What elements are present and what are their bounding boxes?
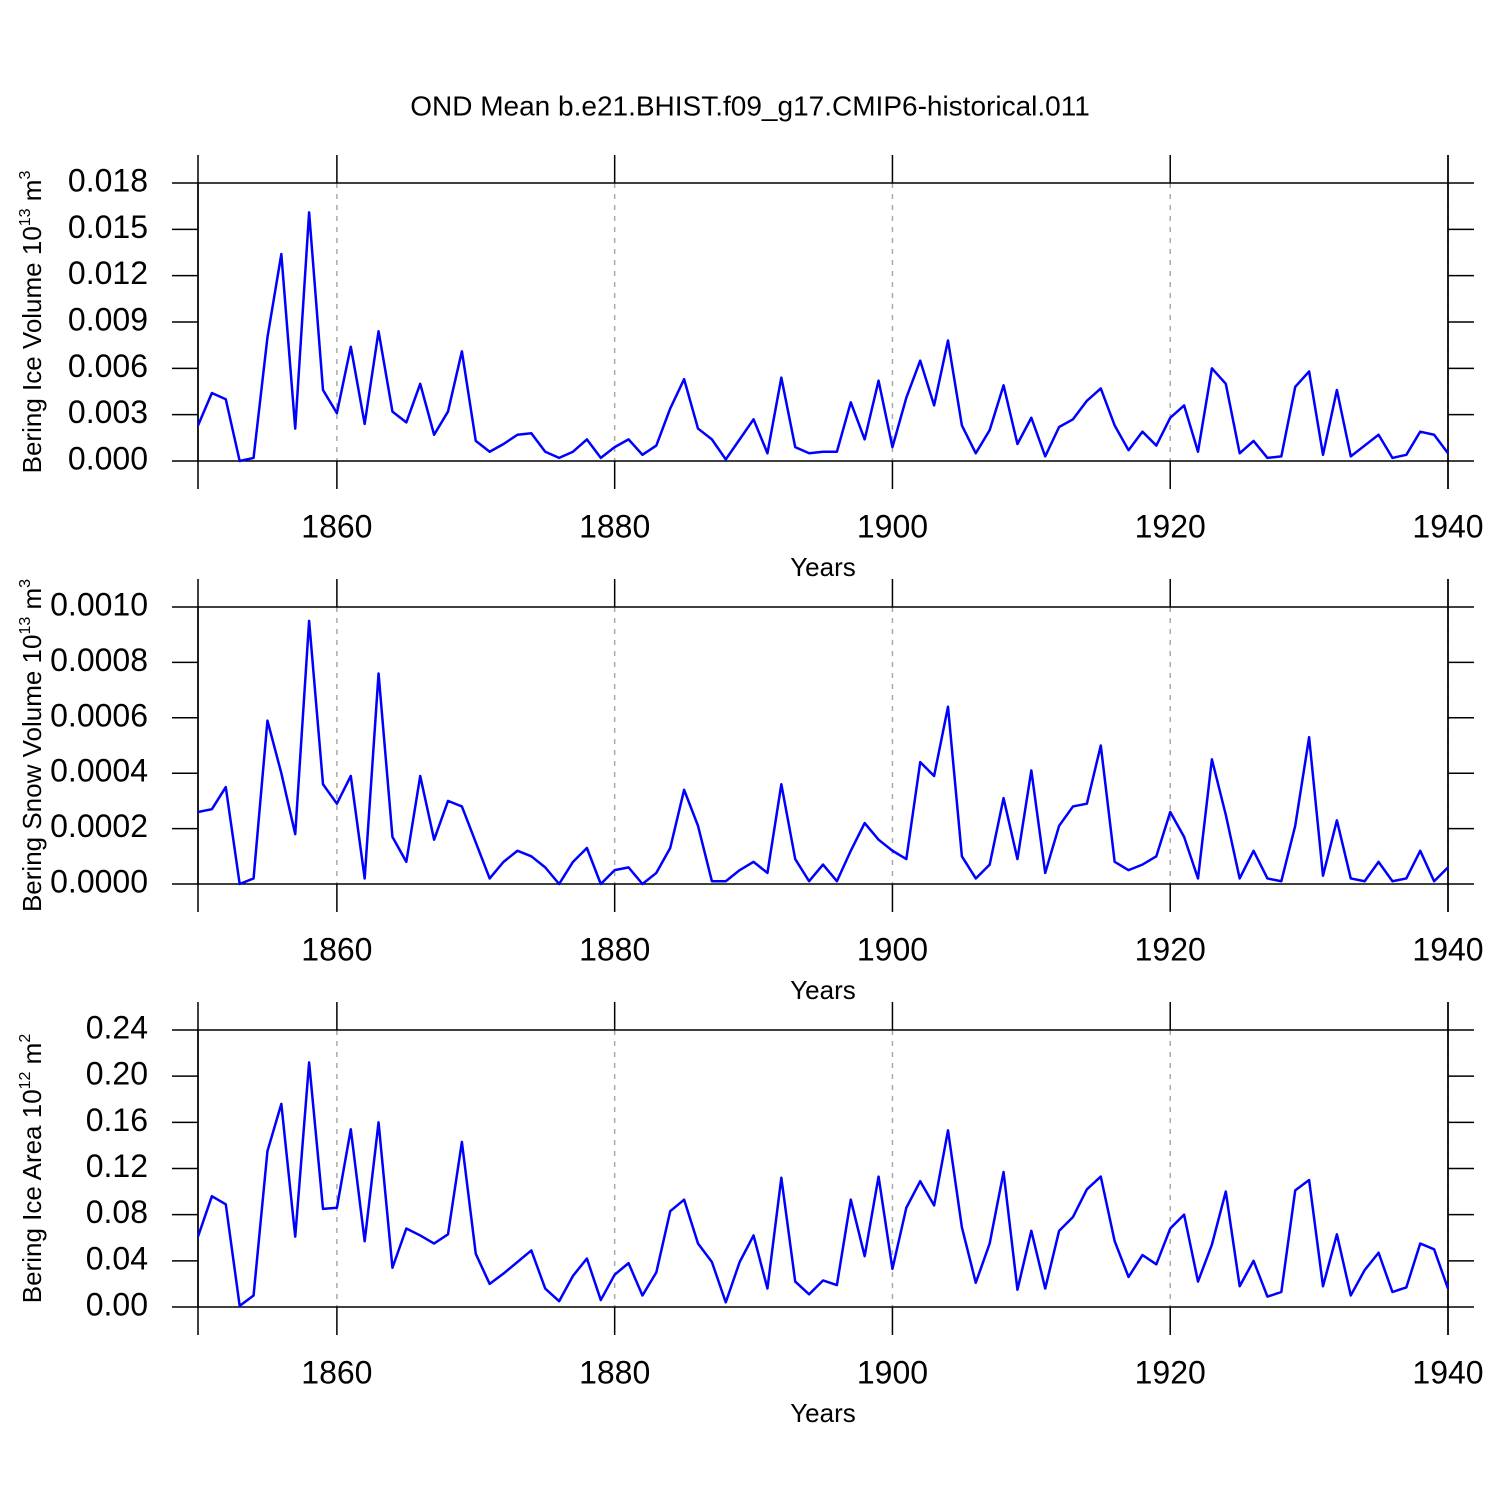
data-line	[197, 619, 1449, 886]
y-tick-label: 0.006	[68, 348, 148, 384]
y-axis-label-part: m	[17, 588, 47, 617]
y-axis-label-superscript: 3	[17, 579, 34, 588]
data-line	[196, 211, 1450, 463]
y-tick-label: 0.000	[68, 440, 148, 476]
y-axis-label-part: Bering Snow Volume 10	[17, 635, 47, 913]
y-tick-label: 0.018	[68, 162, 148, 198]
x-tick-label: 1880	[579, 1354, 650, 1390]
x-tick-label: 1900	[857, 931, 928, 967]
figure-title: OND Mean b.e21.BHIST.f09_g17.CMIP6-histo…	[410, 90, 1090, 121]
x-tick-label: 1860	[301, 508, 372, 544]
y-axis-label: Bering Ice Area 1012 m2	[17, 1034, 47, 1304]
x-tick-label: 1940	[1412, 1354, 1483, 1390]
x-tick-label: 1860	[301, 1354, 372, 1390]
y-tick-label: 0.00	[86, 1286, 148, 1322]
y-tick-label: 0.015	[68, 209, 148, 245]
y-axis-label-part: m	[17, 180, 47, 209]
y-tick-label: 0.0000	[50, 863, 148, 899]
x-tick-label: 1900	[857, 1354, 928, 1390]
y-tick-label: 0.0010	[50, 586, 148, 622]
x-tick-label: 1920	[1135, 508, 1206, 544]
y-tick-label: 0.0004	[50, 753, 148, 789]
y-axis-label-part: Bering Ice Area 10	[17, 1089, 47, 1303]
y-tick-label: 0.012	[68, 255, 148, 291]
y-tick-label: 0.0006	[50, 697, 148, 733]
x-tick-label: 1940	[1412, 931, 1483, 967]
x-tick-label: 1880	[579, 931, 650, 967]
y-tick-label: 0.16	[86, 1102, 148, 1138]
y-axis-label-part: Bering Ice Volume 10	[17, 226, 47, 473]
y-axis-label-superscript: 3	[17, 171, 34, 180]
y-tick-label: 0.04	[86, 1240, 148, 1276]
y-tick-label: 0.24	[86, 1009, 148, 1045]
y-tick-label: 0.0002	[50, 808, 148, 844]
y-axis-label-superscript: 2	[17, 1034, 34, 1043]
plot-frame	[197, 182, 1449, 462]
y-axis-label-superscript: 13	[17, 617, 34, 635]
y-tick-label: 0.12	[86, 1148, 148, 1184]
y-axis-label-part: m	[17, 1043, 47, 1072]
x-tick-label: 1880	[579, 508, 650, 544]
x-tick-label: 1920	[1135, 931, 1206, 967]
x-tick-label: 1920	[1135, 1354, 1206, 1390]
y-axis-label: Bering Snow Volume 1013 m3	[17, 579, 47, 912]
plot-frame	[197, 1029, 1449, 1308]
x-axis-label: Years	[790, 975, 856, 1005]
y-tick-label: 0.0008	[50, 642, 148, 678]
y-tick-label: 0.08	[86, 1194, 148, 1230]
y-axis-label: Bering Ice Volume 1013 m3	[17, 171, 47, 474]
x-tick-label: 1860	[301, 931, 372, 967]
y-tick-label: 0.003	[68, 394, 148, 430]
x-axis-label: Years	[790, 1398, 856, 1428]
x-axis-label: Years	[790, 552, 856, 582]
data-line	[196, 1061, 1450, 1308]
y-axis-label-superscript: 13	[17, 208, 34, 226]
y-tick-label: 0.20	[86, 1056, 148, 1092]
x-tick-label: 1940	[1412, 508, 1483, 544]
x-tick-label: 1900	[857, 508, 928, 544]
y-axis-label-superscript: 12	[17, 1071, 34, 1089]
y-tick-label: 0.009	[68, 301, 148, 337]
